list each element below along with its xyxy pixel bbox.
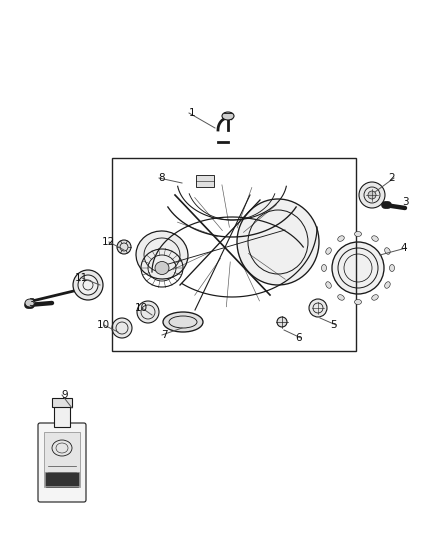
Ellipse shape	[359, 182, 385, 208]
Bar	[112, 158, 356, 351]
Text: 10: 10	[135, 303, 148, 313]
Ellipse shape	[112, 318, 132, 338]
Text: 11: 11	[75, 273, 88, 283]
Text: 5: 5	[330, 320, 337, 330]
Ellipse shape	[73, 270, 103, 300]
Ellipse shape	[163, 312, 203, 332]
Text: 4: 4	[400, 243, 406, 253]
Ellipse shape	[354, 300, 361, 304]
Ellipse shape	[389, 264, 395, 271]
Ellipse shape	[372, 236, 378, 241]
Text: 3: 3	[402, 197, 409, 207]
Ellipse shape	[25, 299, 35, 307]
Ellipse shape	[78, 275, 98, 295]
Text: 1: 1	[188, 108, 195, 118]
Ellipse shape	[338, 236, 344, 241]
Text: 6: 6	[295, 333, 302, 343]
Ellipse shape	[354, 231, 361, 237]
Ellipse shape	[136, 231, 188, 279]
Ellipse shape	[368, 191, 376, 199]
Text: 12: 12	[102, 237, 115, 247]
Ellipse shape	[155, 262, 169, 274]
Ellipse shape	[237, 199, 319, 285]
Text: 3: 3	[28, 298, 35, 308]
Ellipse shape	[385, 282, 390, 288]
Ellipse shape	[326, 248, 331, 254]
Ellipse shape	[326, 282, 331, 288]
Ellipse shape	[332, 242, 384, 294]
Bar	[52, 398, 72, 407]
Ellipse shape	[222, 112, 234, 120]
Ellipse shape	[385, 248, 390, 254]
Ellipse shape	[137, 301, 159, 323]
Text: 8: 8	[159, 173, 165, 183]
Bar	[45, 472, 79, 486]
Ellipse shape	[309, 299, 327, 317]
Text: 7: 7	[161, 330, 168, 340]
Bar	[196, 175, 214, 187]
Text: 2: 2	[388, 173, 395, 183]
Ellipse shape	[277, 317, 287, 327]
Ellipse shape	[372, 295, 378, 300]
Bar	[44, 432, 80, 487]
Ellipse shape	[338, 295, 344, 300]
Text: 9: 9	[61, 390, 68, 400]
FancyBboxPatch shape	[38, 423, 86, 502]
Ellipse shape	[117, 240, 131, 254]
Ellipse shape	[321, 264, 326, 271]
Bar	[54, 405, 70, 427]
Text: 10: 10	[97, 320, 110, 330]
